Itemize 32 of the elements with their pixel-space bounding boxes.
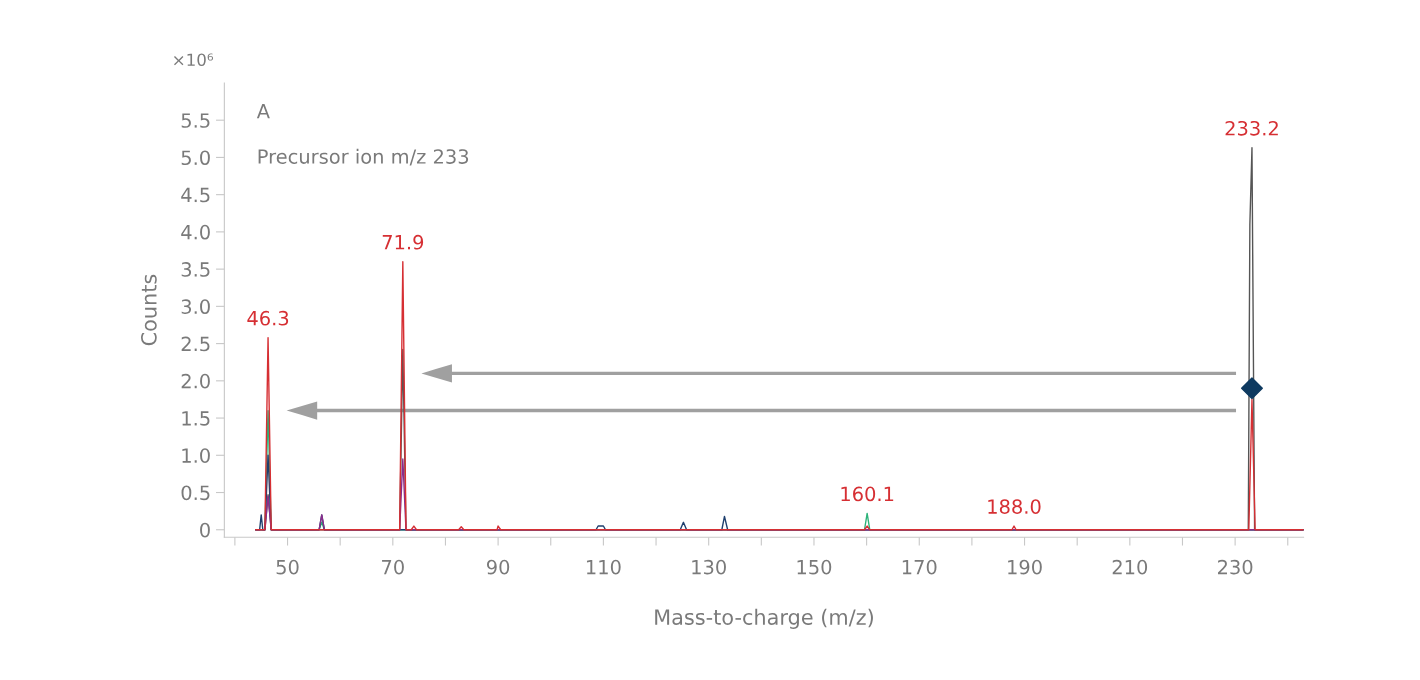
y-tick-label: 1.5 (182, 411, 210, 426)
y-tick-label: 5.0 (181, 150, 210, 166)
x-tick-label: 70 (382, 559, 404, 575)
y-tick-label: 3.0 (181, 299, 210, 315)
y-tick-label: 0.5 (181, 485, 210, 501)
x-tick-label: 130 (692, 559, 726, 575)
x-tick-label: 150 (797, 559, 832, 575)
y-tick-label: 2.0 (181, 373, 210, 389)
x-tick-label: 50 (276, 559, 299, 575)
x-tick-label: 90 (486, 559, 510, 575)
annotation: 71.9 (382, 234, 424, 250)
y-tick-label: 1.0 (182, 448, 210, 463)
y-axis-title: Counts (141, 274, 157, 346)
text: Precursor ion m/z 233 (258, 148, 469, 166)
x-tick-label: 190 (1008, 559, 1042, 575)
x-tick-label: 230 (1217, 559, 1253, 575)
annotation: 160.1 (841, 486, 894, 502)
y-tick-label: 0 (200, 522, 210, 538)
annotation: 233.2 (1225, 120, 1278, 136)
x-tick-label: 210 (1112, 559, 1148, 575)
y-tick-label: 4.0 (181, 224, 210, 240)
x-tick-label: 170 (902, 559, 937, 575)
y-tick-label: 3.5 (181, 262, 210, 277)
x-tick-label: 110 (586, 559, 621, 575)
x-axis-title: Mass-to-charge (m/z) (655, 608, 873, 629)
y-tick-label: 5.5 (181, 113, 210, 128)
annotation: 46.3 (247, 310, 289, 326)
annotation: 188.0 (988, 499, 1041, 514)
text: ×10⁶ (174, 53, 214, 67)
y-tick-label: 4.5 (181, 187, 210, 203)
y-tick-label: 2.5 (181, 336, 210, 352)
text: A (256, 104, 270, 119)
